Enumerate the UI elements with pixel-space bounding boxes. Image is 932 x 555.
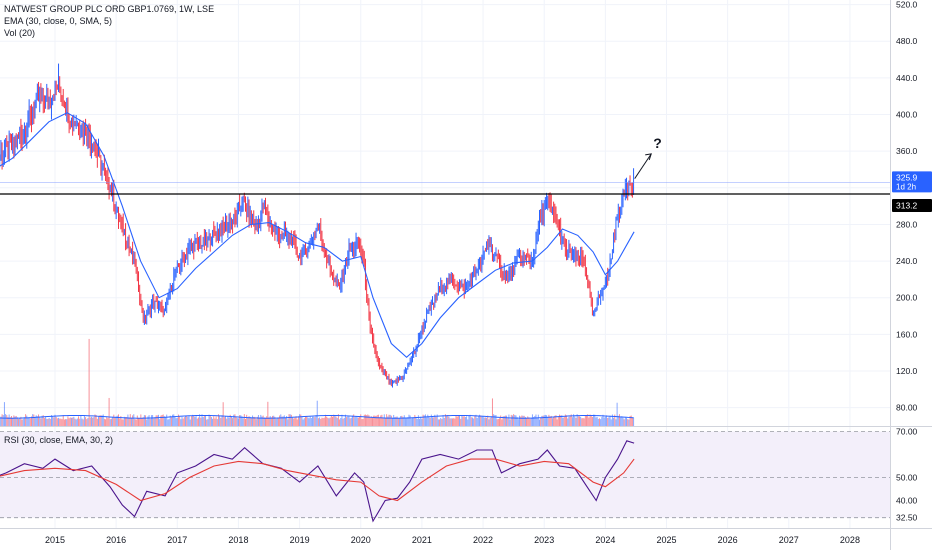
rsi-band-background bbox=[0, 431, 890, 518]
annotation-question-mark[interactable]: ? bbox=[653, 135, 662, 151]
x-tick-label: 2026 bbox=[718, 535, 738, 545]
x-tick-label: 2015 bbox=[45, 535, 65, 545]
x-tick-label: 2016 bbox=[106, 535, 126, 545]
rsi-line bbox=[0, 440, 635, 523]
price-tick-label: 280.0 bbox=[896, 219, 918, 229]
annotation-arrowhead bbox=[645, 153, 652, 161]
legend: NATWEST GROUP PLC ORD GBP1.0769, 1W, LSE… bbox=[4, 3, 214, 39]
volume-ma-line bbox=[0, 414, 634, 419]
x-tick-label: 2022 bbox=[473, 535, 493, 545]
price-tick-label: 80.00 bbox=[896, 403, 918, 413]
rsi-legend: RSI (30, close, EMA, 30, 2) bbox=[4, 434, 113, 446]
rsi-ma-line bbox=[0, 458, 635, 502]
ema-study-label[interactable]: EMA (30, close, 0, SMA, 5) bbox=[4, 16, 113, 26]
rsi-tick-label: 40.00 bbox=[896, 495, 918, 505]
price-tick-label: 520.0 bbox=[896, 0, 918, 10]
price-tick-label: 440.0 bbox=[896, 73, 918, 83]
rsi-tick-label: 32.50 bbox=[896, 513, 918, 523]
x-tick-label: 2019 bbox=[290, 535, 310, 545]
x-tick-label: 2023 bbox=[534, 535, 554, 545]
ema-line bbox=[0, 112, 635, 359]
price-tick-label: 200.0 bbox=[896, 293, 918, 303]
x-tick-label: 2024 bbox=[595, 535, 615, 545]
rsi-tick-label: 50.00 bbox=[896, 473, 918, 483]
x-tick-label: 2027 bbox=[779, 535, 799, 545]
x-tick-label: 2021 bbox=[412, 535, 432, 545]
price-tick-label: 360.0 bbox=[896, 146, 918, 156]
level-price-label[interactable] bbox=[892, 199, 932, 213]
rsi-study-label[interactable]: RSI (30, close, EMA, 30, 2) bbox=[4, 435, 114, 445]
price-tick-label: 120.0 bbox=[896, 366, 918, 376]
price-tick-label: 400.0 bbox=[896, 110, 918, 120]
x-tick-label: 2020 bbox=[351, 535, 371, 545]
price-tick-label: 160.0 bbox=[896, 329, 918, 339]
volume-study-label[interactable]: Vol (20) bbox=[4, 28, 36, 38]
x-tick-label: 2017 bbox=[167, 535, 187, 545]
x-tick-label: 2028 bbox=[840, 535, 860, 545]
price-tick-label: 240.0 bbox=[896, 256, 918, 266]
rsi-tick-label: 70.00 bbox=[896, 427, 918, 437]
level-price-value: 313.2 bbox=[896, 201, 918, 211]
bar-countdown: 1d 2h bbox=[896, 182, 916, 191]
annotation-arrow[interactable] bbox=[634, 153, 652, 179]
last-price-label[interactable] bbox=[892, 171, 932, 193]
x-tick-label: 2018 bbox=[228, 535, 248, 545]
symbol-title[interactable]: NATWEST GROUP PLC ORD GBP1.0769, 1W, LSE bbox=[4, 4, 215, 14]
x-tick-label: 2025 bbox=[656, 535, 676, 545]
price-tick-label: 480.0 bbox=[896, 36, 918, 46]
last-price-value: 325.9 bbox=[896, 172, 918, 182]
